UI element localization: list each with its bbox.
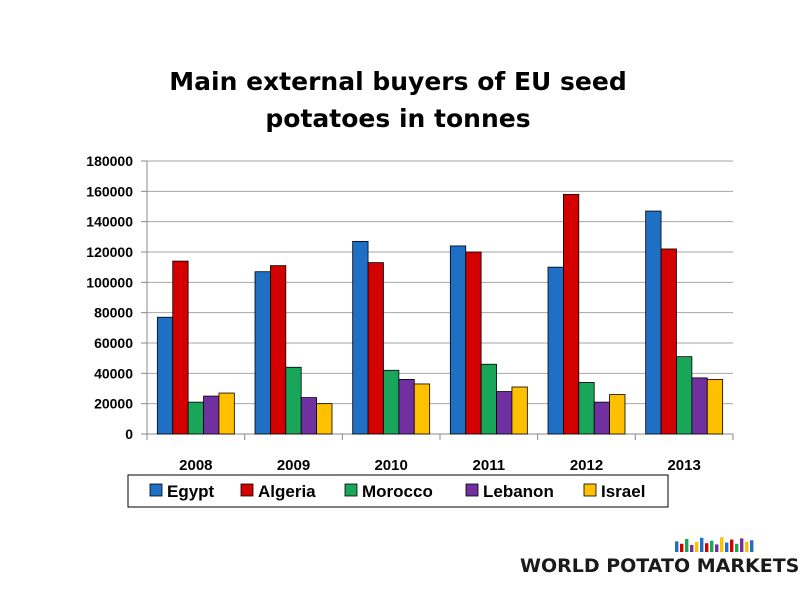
legend-swatch-algeria [240,483,254,497]
bar-algeria-2009 [269,265,287,435]
bar-israel-2008 [218,392,235,435]
x-tick-label: 2011 [473,457,506,474]
chart-title: Main external buyers of EU seed potatoes… [169,67,626,133]
logo-bar [740,538,744,552]
series-lebanon [203,377,708,435]
y-tick-label: 20000 [94,396,133,412]
legend-label-egypt: Egypt [167,482,215,501]
bar-morocco-2009 [285,366,302,435]
bar-algeria-2013 [660,248,677,435]
x-tick-label: 2009 [277,457,310,474]
x-tick-label: 2008 [179,457,212,474]
bar-morocco-2010 [383,369,400,435]
y-tick-label: 0 [125,426,133,442]
bar-lebanon-2009 [300,397,318,435]
logo-bar [730,539,734,552]
logo-bar [690,545,694,552]
bar-israel-2013 [706,378,724,435]
y-tick-label: 40000 [94,365,133,381]
y-tick-label: 100000 [86,274,133,290]
x-tick-label: 2012 [570,457,603,474]
x-axis-labels: 2008 2009 2010 2011 2012 2013 [179,457,701,474]
logo-bar [735,543,739,552]
x-tick-label: 2013 [667,457,700,474]
logo-bar [725,542,729,552]
logo-bar [675,541,679,552]
y-tick-label: 80000 [94,305,133,321]
chart-title-line-1: Main external buyers of EU seed [169,67,626,96]
y-tick-label: 160000 [86,183,133,199]
bar-israel-2009 [316,403,333,435]
legend-label-morocco: Morocco [362,482,433,501]
x-tick-label: 2010 [374,457,407,474]
bar-israel-2012 [609,394,626,435]
bar-egypt-2013 [645,210,662,435]
logo-bar [705,543,709,552]
bar-egypt-2012 [547,266,564,435]
bar-egypt-2010 [352,240,369,435]
logo-bar [680,543,684,552]
y-tick-label: 180000 [86,153,133,169]
bar-lebanon-2012 [593,401,611,435]
logo-bar [750,540,754,552]
logo-bar [720,537,724,552]
logo-bar [685,539,689,552]
legend-swatch-lebanon [465,483,479,497]
bar-morocco-2011 [480,363,497,435]
bar-lebanon-2008 [203,395,220,435]
axes: 0 20000 40000 60000 80000 100000 120000 140000 1… [86,153,734,442]
logo-bar [695,542,699,552]
bar-algeria-2011 [465,251,482,435]
legend-label-algeria: Algeria [258,482,316,501]
legend-swatch-egypt [149,483,163,497]
logo-bar [700,537,704,552]
legend-swatch-israel [583,483,597,497]
legend-label-israel: Israel [601,482,645,501]
y-tick-label: 60000 [94,335,133,351]
chart-title-line-2: potatoes in tonnes [265,104,530,133]
bar-lebanon-2013 [691,377,708,435]
bar-algeria-2010 [367,262,384,435]
bar-israel-2011 [511,386,528,435]
series-algeria [172,193,677,435]
logo-text: WORLD POTATO MARKETS [520,555,799,577]
series-egypt [156,210,662,435]
bars [156,193,724,435]
bar-morocco-2012 [578,382,595,435]
bar-lebanon-2011 [496,391,513,435]
world-potato-markets-logo: WORLD POTATO MARKETS [520,537,799,577]
bar-algeria-2008 [172,260,189,435]
logo-bar [715,544,719,552]
legend-box [127,474,669,508]
bar-morocco-2013 [676,356,693,435]
y-tick-label: 120000 [86,244,133,260]
bar-egypt-2008 [156,316,174,435]
bar-algeria-2012 [563,193,580,435]
bar-israel-2010 [413,383,431,435]
legend-swatch-morocco [344,483,358,497]
series-morocco [187,356,693,435]
gridlines [147,160,733,405]
y-tick-label: 140000 [86,214,133,230]
bar-egypt-2009 [254,271,271,435]
logo-bar-graphic [675,537,754,552]
bar-egypt-2011 [449,245,467,435]
legend-label-lebanon: Lebanon [483,482,554,501]
legend: Egypt Algeria Morocco Lebanon Israel [127,474,669,508]
series-israel [218,378,724,435]
logo-bar [745,542,749,552]
logo-bar [710,540,714,552]
bar-morocco-2008 [187,401,204,435]
bar-lebanon-2010 [398,378,415,435]
